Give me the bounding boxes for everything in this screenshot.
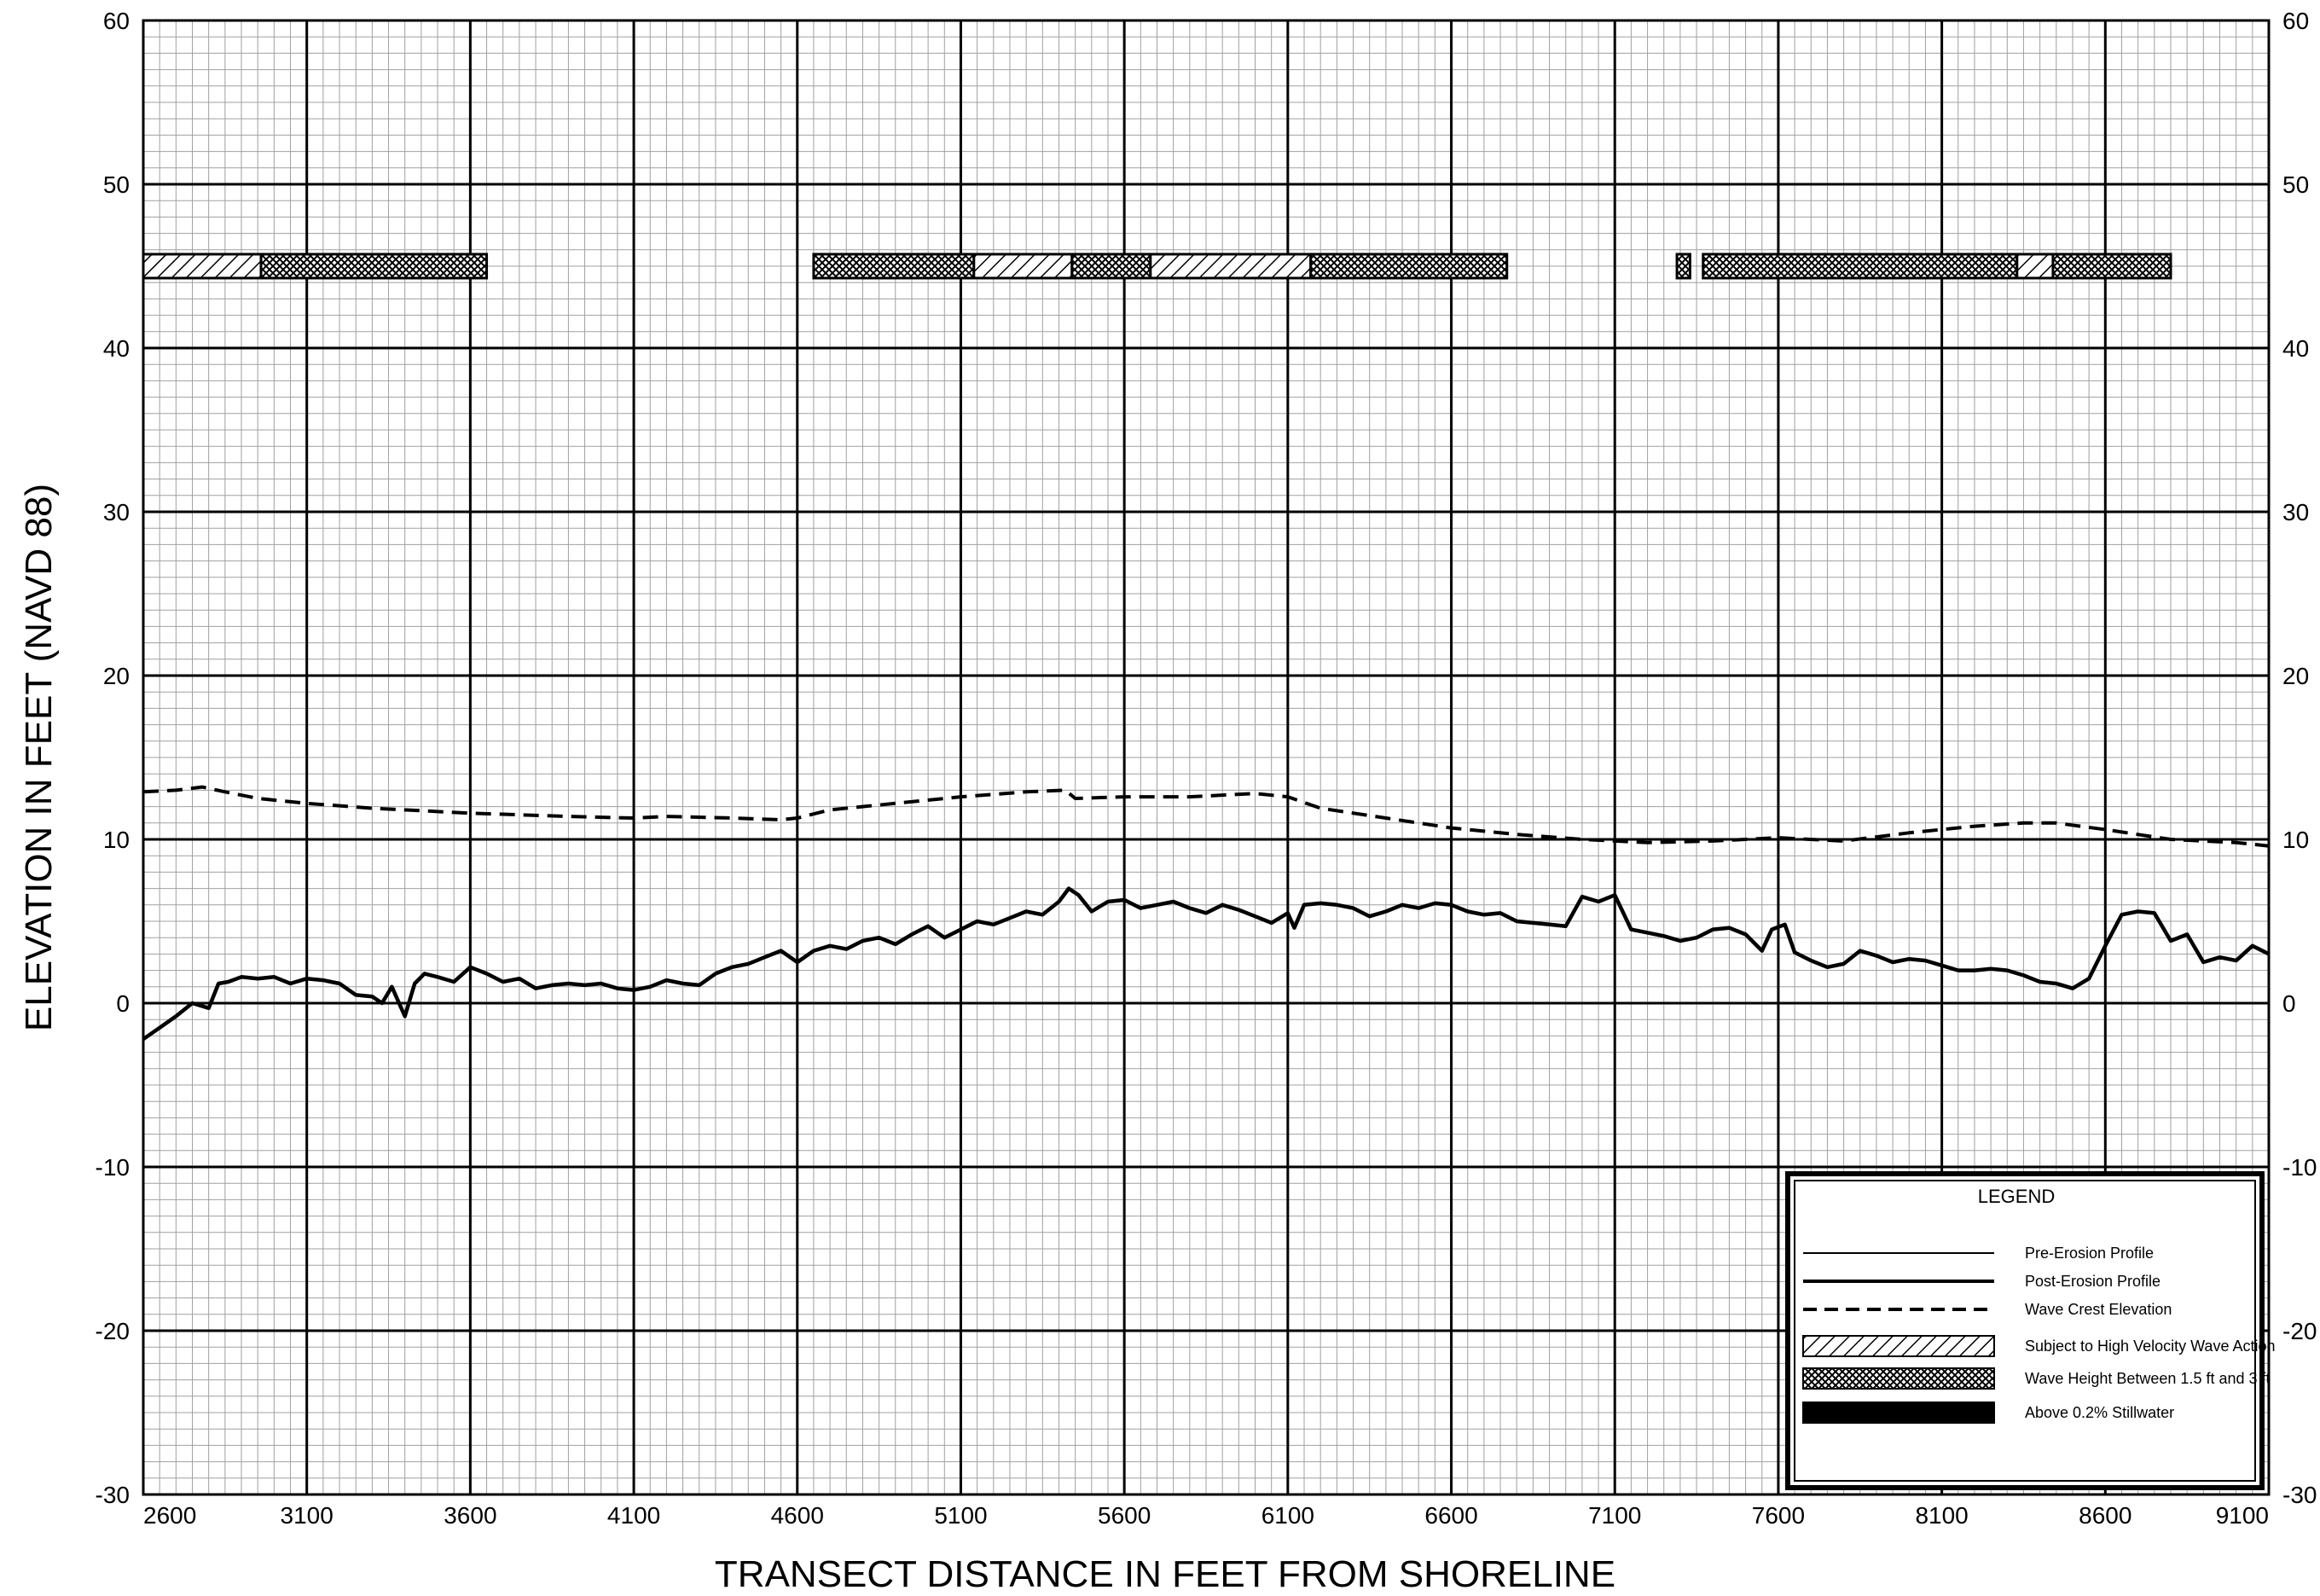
y-tick-label: 20: [103, 663, 130, 689]
y-tick-label: -20: [96, 1318, 130, 1344]
zone-bar-segment: [1149, 252, 1313, 280]
y-tick-label-right: -30: [2282, 1482, 2317, 1508]
legend-frame-outer: [1785, 1171, 2265, 1490]
x-tick-labels: 2600 3100 3600 4100 4600 5100 5600 6100 6600 7100…: [143, 1502, 2269, 1529]
zone-bar-segment: [1675, 252, 1691, 280]
zone-bar-segment: [1702, 252, 2019, 280]
x-tick-label: 2600: [143, 1502, 196, 1529]
y-tick-label: 10: [103, 827, 130, 853]
legend-label-stillwater: Above 0.2% Stillwater: [2025, 1404, 2174, 1421]
x-tick-label: 3600: [444, 1502, 496, 1529]
zone-bar-segment: [812, 252, 976, 280]
post-erosion-profile-line: [142, 886, 2271, 1042]
y-tick-label-right: -20: [2282, 1318, 2317, 1344]
x-axis-title: TRANSECT DISTANCE IN FEET FROM SHORELINE: [715, 1553, 1615, 1595]
y-tick-label-right: 40: [2282, 335, 2309, 362]
zone-bar-segment: [2016, 252, 2055, 280]
legend-label-wave-height: Wave Height Between 1.5 ft and 3 ft: [2025, 1370, 2271, 1387]
zone-bar-segment: [2051, 252, 2172, 280]
legend-frame-inner: [1794, 1180, 2256, 1482]
x-tick-label: 7100: [1588, 1502, 1641, 1529]
x-tick-label: 4100: [607, 1502, 660, 1529]
y-tick-label: -10: [96, 1154, 130, 1181]
x-tick-label: 9100: [2216, 1502, 2269, 1529]
x-tick-label: 8100: [1915, 1502, 1968, 1529]
x-tick-label: 5600: [1098, 1502, 1151, 1529]
y-tick-label: 60: [103, 8, 130, 34]
y-axis-title: ELEVATION IN FEET (NAVD 88): [18, 484, 60, 1031]
legend-label-high-velocity: Subject to High Velocity Wave Action: [2025, 1338, 2275, 1355]
zone-bar-segment: [972, 252, 1074, 280]
y-tick-label: 30: [103, 499, 130, 525]
y-tick-labels-left: 60 50 40 30 20 10 0 -10 -20 -30: [96, 8, 130, 1508]
x-tick-label: 7600: [1752, 1502, 1805, 1529]
y-tick-label-right: -10: [2282, 1154, 2317, 1181]
x-tick-label: 3100: [281, 1502, 334, 1529]
legend-label-post-erosion: Post-Erosion Profile: [2025, 1273, 2160, 1290]
x-tick-label: 8600: [2079, 1502, 2132, 1529]
y-tick-label: -30: [96, 1482, 130, 1508]
y-tick-label-right: 50: [2282, 171, 2309, 198]
x-tick-label: 6600: [1424, 1502, 1477, 1529]
legend-swatch-stillwater: [1802, 1402, 1995, 1424]
legend: LEGEND Pre-Erosion Profile Post-Erosion …: [1785, 1171, 2275, 1490]
y-tick-label: 40: [103, 335, 130, 362]
legend-swatch-wave-height: [1802, 1367, 1995, 1390]
zone-bar-segment: [1070, 252, 1152, 280]
y-tick-label-right: 30: [2282, 499, 2309, 525]
x-tick-label: 6100: [1262, 1502, 1314, 1529]
series-lines: [142, 785, 2271, 1042]
x-tick-label: 5100: [934, 1502, 987, 1529]
zone-bar-segment: [259, 252, 489, 280]
zone-bar-segment: [142, 252, 263, 280]
y-tick-label: 0: [116, 990, 130, 1017]
plot-frame: [142, 19, 2271, 1496]
legend-label-wave-crest: Wave Crest Elevation: [2025, 1301, 2172, 1318]
y-tick-label-right: 60: [2282, 8, 2309, 34]
legend-label-pre-erosion: Pre-Erosion Profile: [2025, 1245, 2154, 1262]
y-tick-labels-right: 60 50 40 30 20 10 0 -10 -20 -30: [2282, 8, 2317, 1508]
zone-bars: [142, 252, 2172, 280]
x-tick-label: 4600: [771, 1502, 824, 1529]
y-tick-label: 50: [103, 171, 130, 198]
wave-crest-elevation-line: [142, 785, 2270, 848]
y-tick-label-right: 0: [2282, 990, 2296, 1017]
legend-swatch-high-velocity: [1802, 1335, 1995, 1357]
legend-title: LEGEND: [1978, 1186, 2055, 1207]
y-tick-label-right: 20: [2282, 663, 2309, 689]
zone-bar-segment: [1309, 252, 1509, 280]
y-tick-label-right: 10: [2282, 827, 2309, 853]
